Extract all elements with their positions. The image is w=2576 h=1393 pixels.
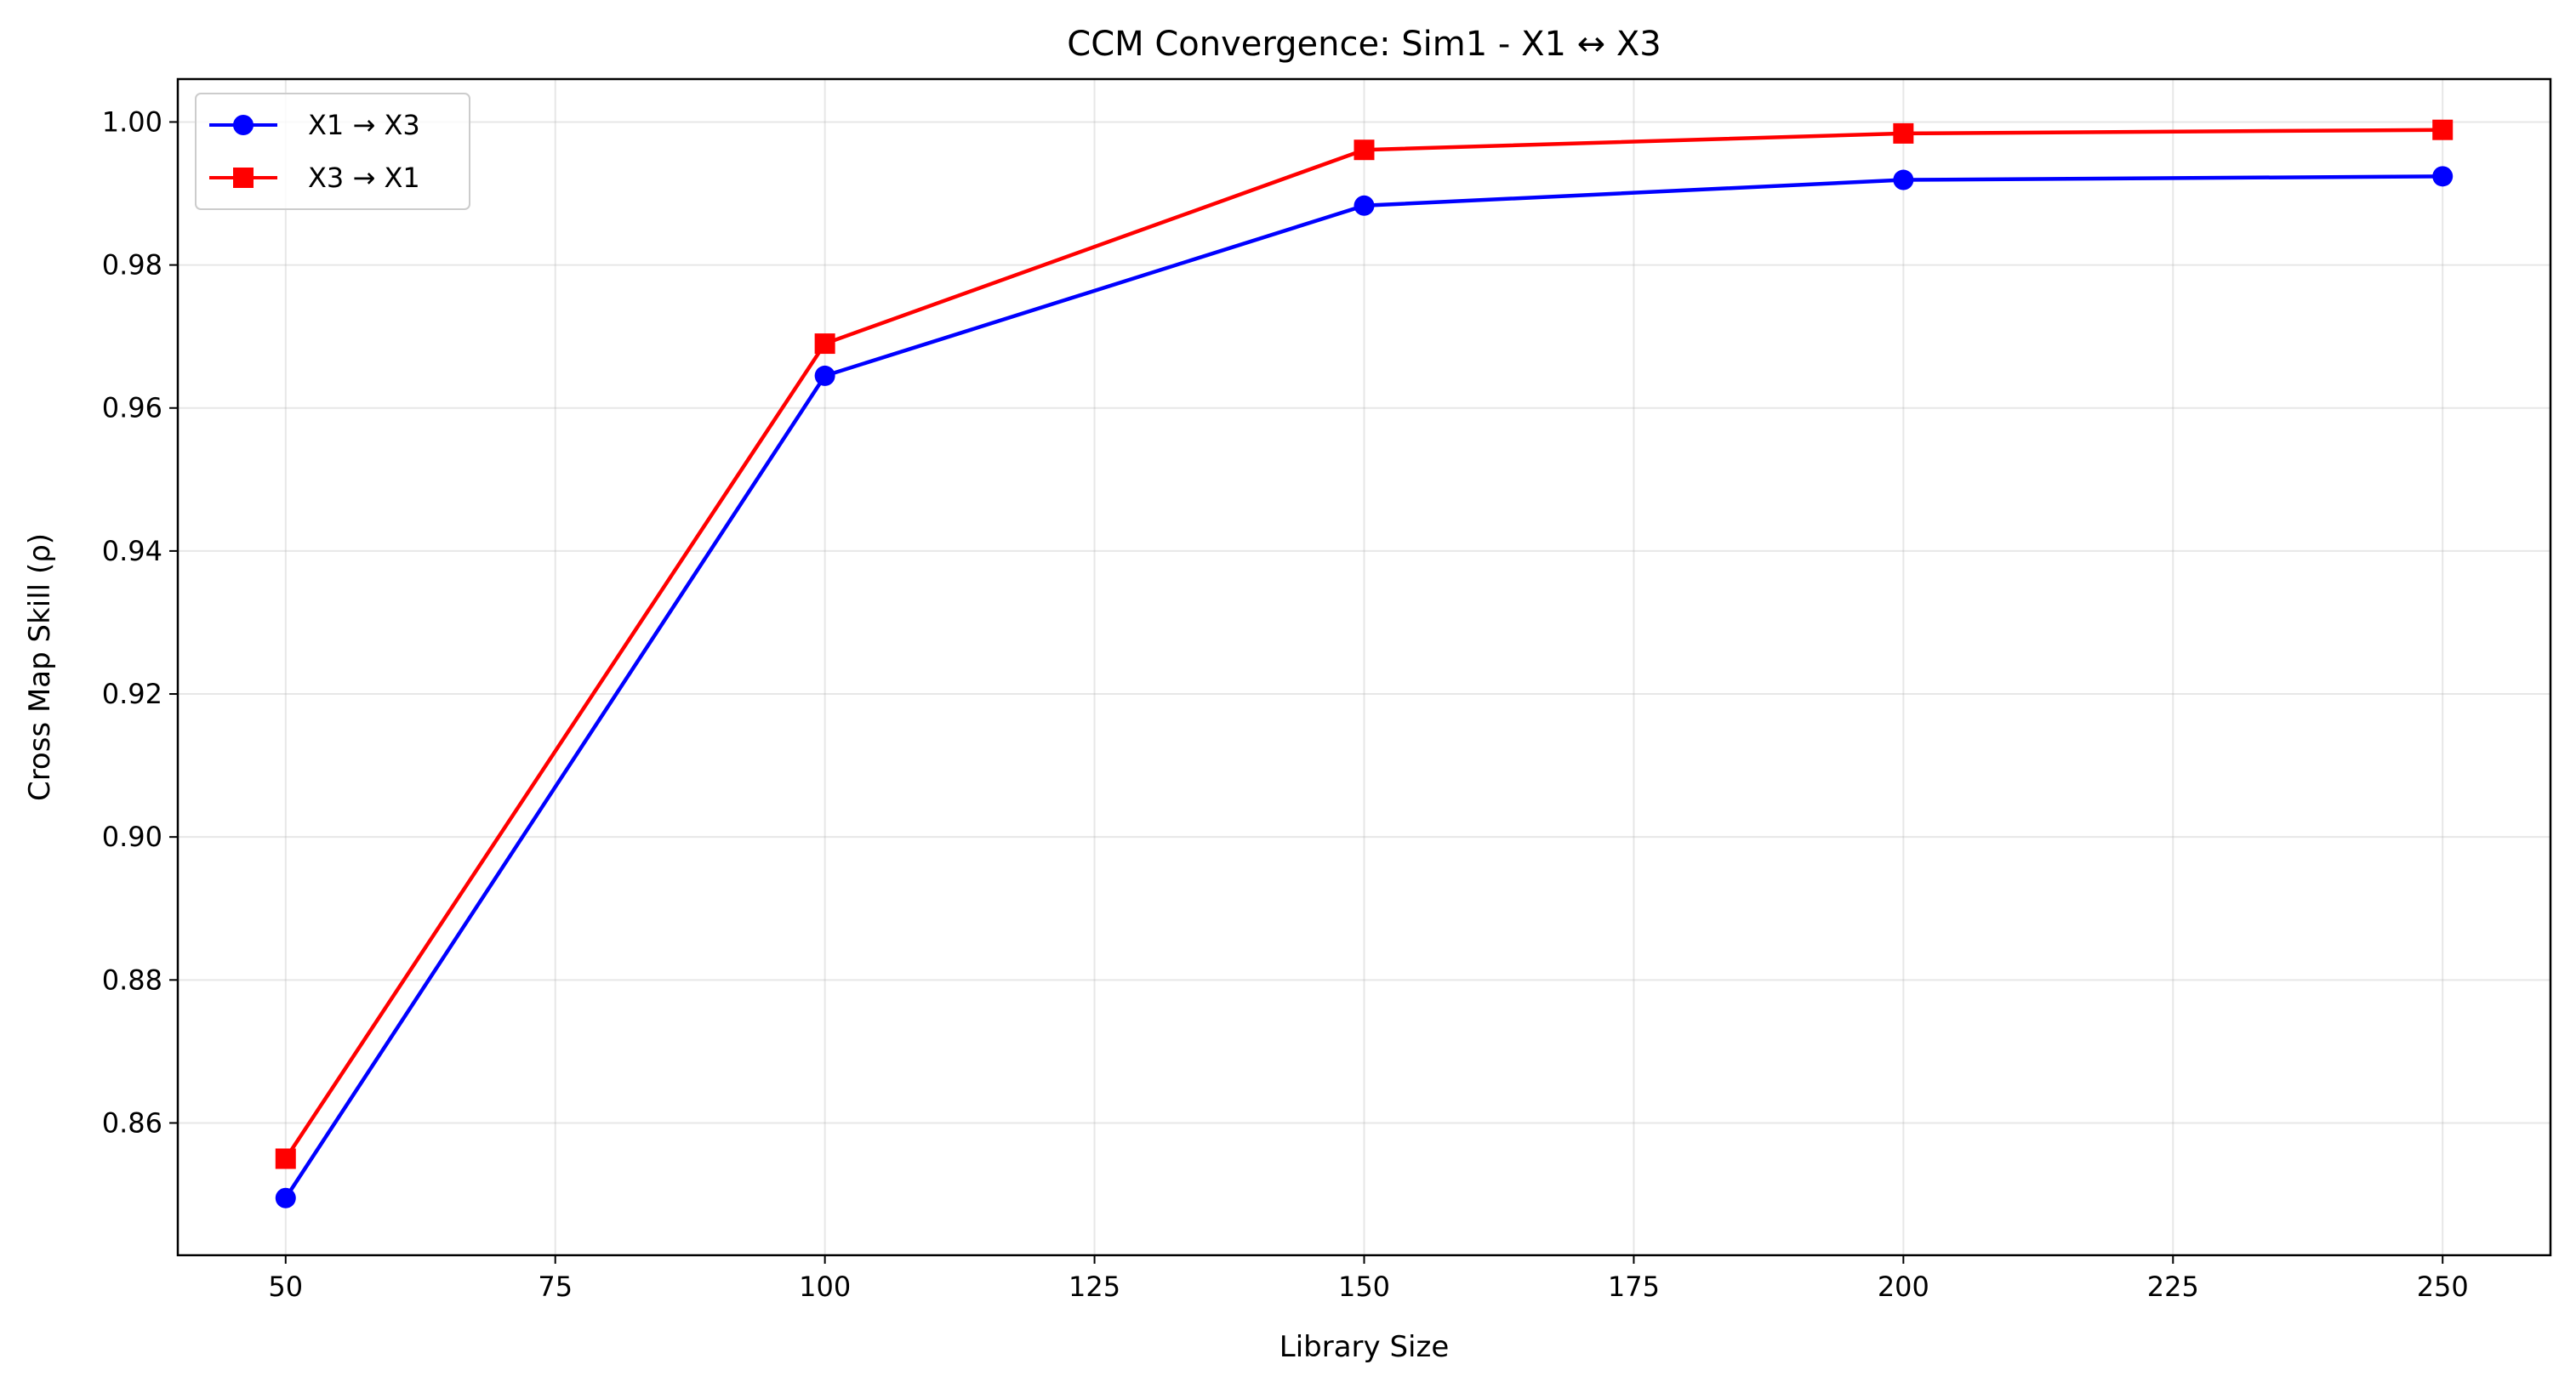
- y-tick-label: 0.92: [102, 678, 162, 710]
- legend-marker-circle: [233, 115, 254, 135]
- ticks: 50 75 100 125 150 175 200 225 250 0.86 0.88 0.90 0.9…: [102, 105, 2469, 1303]
- y-tick-label: 0.94: [102, 535, 162, 567]
- data-point-square: [1354, 139, 1375, 161]
- data-point-circle: [814, 365, 835, 386]
- x-tick-label: 125: [1069, 1271, 1120, 1303]
- x-tick-label: 200: [1878, 1271, 1929, 1303]
- x-tick-label: 50: [268, 1271, 303, 1303]
- x-axis-label: Library Size: [1279, 1330, 1449, 1364]
- legend-marker-square: [233, 168, 254, 188]
- x-tick-label: 225: [2147, 1271, 2199, 1303]
- legend-box: [195, 93, 470, 210]
- data-point-square: [814, 333, 835, 355]
- x-tick-label: 100: [799, 1271, 851, 1303]
- y-tick-label: 0.96: [102, 392, 162, 424]
- data-point-circle: [1354, 195, 1375, 216]
- x-tick-label: 150: [1338, 1271, 1390, 1303]
- data-point-square: [1893, 122, 1914, 144]
- y-tick-label: 1.00: [102, 105, 162, 138]
- legend-label-x1-to-x3: X1 → X3: [308, 109, 420, 141]
- data-point-circle: [1893, 169, 1914, 190]
- data-point-circle: [2432, 166, 2453, 187]
- legend-label-x3-to-x1: X3 → X1: [308, 162, 420, 194]
- legend: X1 → X3 X3 → X1: [195, 93, 470, 210]
- series-layer: [275, 119, 2453, 1208]
- y-tick-label: 0.90: [102, 821, 162, 853]
- x-tick-label: 175: [1608, 1271, 1660, 1303]
- y-tick-label: 0.98: [102, 249, 162, 281]
- chart-title: CCM Convergence: Sim1 - X1 ↔ X3: [1067, 25, 1661, 64]
- data-point-circle: [275, 1187, 296, 1208]
- data-point-square: [2432, 119, 2453, 140]
- grid: [178, 79, 2550, 1255]
- y-tick-label: 0.88: [102, 964, 162, 996]
- y-axis-label: Cross Map Skill (ρ): [23, 533, 57, 801]
- x-tick-label: 75: [538, 1271, 573, 1303]
- x-tick-label: 250: [2417, 1271, 2469, 1303]
- y-tick-label: 0.86: [102, 1106, 162, 1139]
- data-point-square: [275, 1148, 296, 1169]
